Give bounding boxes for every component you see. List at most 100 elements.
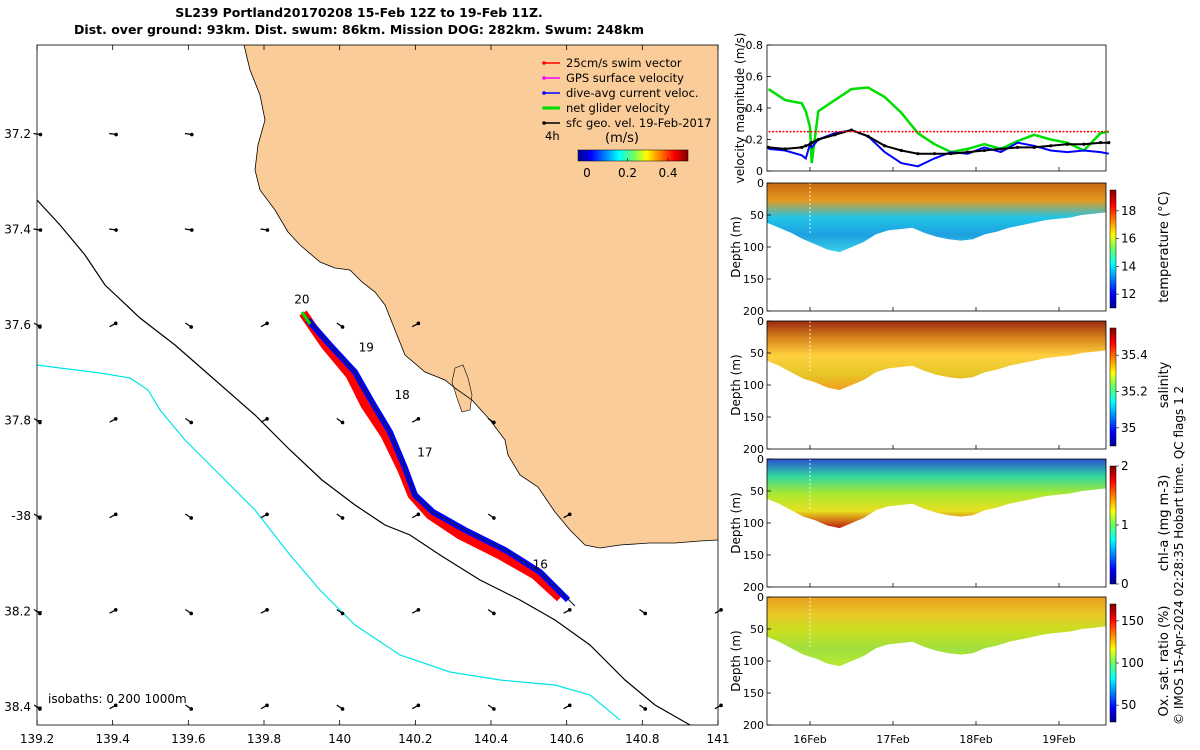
geo-arrow-head: [492, 707, 496, 711]
geo-arrow-head: [416, 703, 421, 708]
section-temperature: 0 50 100 150 200 Depth (m) 12 14 16 18 temperature…: [729, 177, 1172, 318]
section-cbar-tick-label: 18: [1121, 204, 1136, 218]
velocity-y-tick-label: 0: [756, 165, 763, 178]
geo-arrow-head: [340, 325, 345, 329]
geo-arrow-head: [492, 611, 496, 616]
section-y-tick-label: 200: [743, 443, 764, 456]
velocity-frame: [766, 44, 1107, 172]
geo-arrow-head: [416, 608, 421, 612]
map-x-ticks: 139.2 139.4 139.6 139.8 140 140.2 140.4 140.6 14…: [20, 45, 729, 746]
velocity-marker: [883, 144, 887, 148]
section-data-area: [767, 597, 1106, 667]
velocity-marker: [1082, 142, 1086, 146]
legend-cbar-tick-label: 0.2: [618, 166, 637, 180]
velocity-y-tick-label: 0.2: [746, 134, 764, 147]
legend-cbar-tick-label: 0: [583, 166, 591, 180]
chart-title: SL239 Portland20170208 15-Feb 12Z to 19-…: [0, 4, 718, 38]
map-y-tick-label: 37.6: [4, 318, 31, 332]
geo-arrow-head: [189, 611, 194, 616]
section-salinity: 0 50 100 150 200 Depth (m) 35 35.2 35.4 salinity: [729, 315, 1172, 456]
section-colorbar-label: chl-a (mg m-3): [1157, 475, 1172, 572]
legend-swatch-dot: [542, 76, 546, 80]
velocity-marker: [966, 150, 970, 154]
geo-arrow-head: [265, 608, 269, 612]
velocity-marker: [866, 134, 870, 138]
velocity-marker: [982, 148, 986, 153]
velocity-marker: [899, 148, 903, 153]
velocity-marker: [949, 152, 953, 156]
section-y-tick-label: 200: [743, 581, 764, 594]
section-cbar-tick-label: 16: [1121, 232, 1136, 246]
geo-arrow-head: [643, 611, 648, 616]
geo-arrow-head: [114, 228, 118, 232]
geo-arrow-head: [567, 703, 572, 708]
geo-arrow-head: [416, 417, 421, 421]
section-y-tick-label: 50: [750, 623, 764, 636]
map-x-tick-label: 139.4: [95, 732, 129, 746]
map-x-tick-label: 139.2: [20, 732, 54, 746]
geo-arrow-head: [38, 707, 42, 711]
day-label: 19: [359, 340, 374, 354]
legend-swatch-dot: [542, 61, 546, 65]
section-y-tick-label: 200: [743, 305, 764, 318]
geo-arrow-head: [265, 512, 269, 517]
section-y-tick-label: 100: [743, 517, 764, 530]
section-y-tick-label: 200: [743, 719, 764, 732]
section-y-label: Depth (m): [729, 354, 743, 415]
section-colorbar: [1109, 465, 1117, 585]
geo-arrow-head: [340, 707, 345, 711]
geo-arrow-head: [719, 703, 723, 708]
section-colorbar-label: temperature (°C): [1157, 191, 1172, 303]
velocity-marker: [916, 152, 920, 156]
velocity-series: [766, 86, 1111, 168]
section-chla: 0 50 100 150 200 Depth (m) 0 1 2 chl-a (mg m-3): [729, 453, 1172, 594]
credit-text: © IMOS 15-Apr-2024 02:28:35 Hobart time.…: [1172, 386, 1186, 725]
velocity-panel: 0 0.2 0.4 0.6 0.8 velocity magnitude (m/s): [733, 33, 1111, 183]
legend-scale-label: 4h: [545, 129, 560, 143]
section-cbar-tick-label: 12: [1121, 287, 1136, 301]
geo-arrow-head: [719, 608, 723, 612]
section-y-tick-label: 50: [750, 347, 764, 360]
velocity-y-tick-label: 0.4: [746, 102, 764, 115]
geo-arrow-head: [265, 228, 270, 232]
velocity-marker: [1098, 141, 1103, 145]
geo-arrow-head: [189, 132, 194, 137]
section-y-tick-label: 100: [743, 655, 764, 668]
map-y-tick-label: 37.4: [4, 223, 31, 237]
geo-arrow-head: [113, 608, 118, 612]
velocity-series-line: [767, 86, 1110, 164]
isobath-1000m: [36, 364, 621, 721]
title-line-2: Dist. over ground: 93km. Dist. swum: 86k…: [74, 22, 644, 37]
geo-arrow-head: [38, 420, 42, 425]
geo-arrow-head: [189, 325, 194, 329]
section-cbar-tick-label: 35.2: [1121, 385, 1148, 399]
velocity-marker: [1049, 144, 1053, 148]
day-label: 18: [395, 388, 410, 402]
geo-arrow-head: [189, 516, 194, 520]
velocity-marker: [1032, 145, 1036, 149]
section-colorbar-label: Ox. sat. ratio (%): [1157, 606, 1172, 717]
day-label: 17: [417, 445, 432, 459]
velocity-marker: [849, 128, 854, 132]
geo-arrow-head: [265, 703, 269, 708]
legend-colorbar: [577, 149, 689, 162]
glider-track-green: [300, 311, 312, 325]
map-x-tick-label: 139.8: [247, 732, 281, 746]
velocity-marker: [816, 137, 820, 142]
geo-arrow-head: [113, 703, 118, 708]
map-x-tick-label: 140.8: [625, 732, 659, 746]
velocity-marker: [932, 152, 937, 156]
map-x-tick-label: 139.6: [171, 732, 205, 746]
legend-entry-label: net glider velocity: [566, 101, 670, 115]
title-line-1: SL239 Portland20170208 15-Feb 12Z to 19-…: [175, 5, 543, 20]
section-cbar-tick-label: 35: [1121, 421, 1136, 435]
section-y-tick-label: 150: [743, 687, 764, 700]
section-y-tick-label: 50: [750, 485, 764, 498]
geo-arrow-head: [340, 611, 345, 616]
geo-arrow-head: [492, 516, 496, 520]
geo-arrow-head: [265, 321, 269, 326]
day-label: 16: [533, 558, 548, 572]
geo-arrow-head: [114, 132, 118, 137]
